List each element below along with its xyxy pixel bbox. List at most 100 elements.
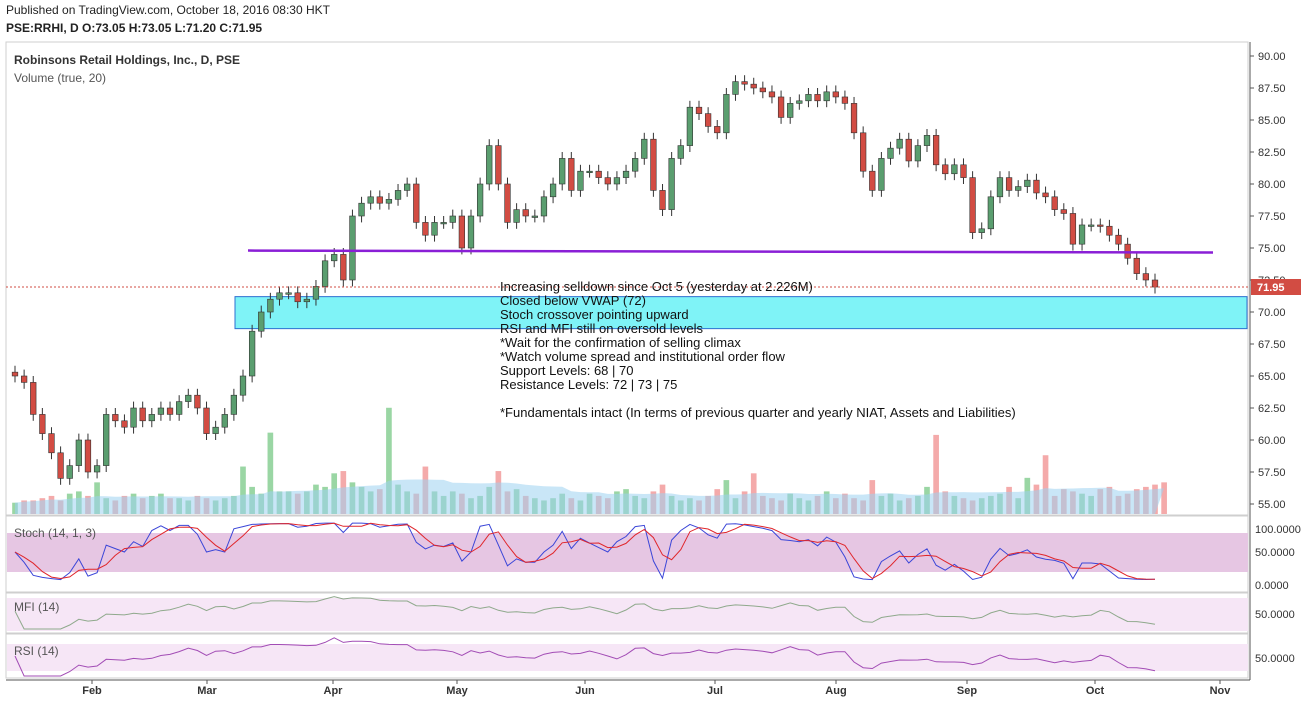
candle <box>385 192 393 210</box>
candle <box>294 286 301 309</box>
candle <box>258 305 265 338</box>
candle <box>139 401 146 428</box>
y-tick-label: 70.00 <box>1258 307 1286 319</box>
candle-body <box>1051 196 1058 210</box>
candle-body <box>741 81 748 85</box>
candle-body <box>11 371 19 377</box>
candle <box>732 75 739 101</box>
candle-body <box>1115 234 1122 245</box>
last-price-tag <box>1251 279 1301 295</box>
candle-body <box>103 414 110 466</box>
stoch-tick-0: 0.0000 <box>1255 580 1289 592</box>
candle-body <box>996 177 1004 198</box>
candle <box>221 408 228 434</box>
candle <box>996 171 1004 204</box>
candle-body <box>449 215 456 223</box>
y-tick-label: 90.00 <box>1258 51 1286 63</box>
volume-bar <box>1042 455 1049 514</box>
candle <box>1088 218 1095 232</box>
candle-body <box>376 196 383 204</box>
candle-body <box>549 183 557 198</box>
candle <box>787 96 794 124</box>
candle-body <box>869 170 876 191</box>
candle-body <box>650 138 657 191</box>
candle <box>823 85 830 108</box>
candle-body <box>367 196 374 204</box>
candle <box>832 85 839 104</box>
candle <box>1015 180 1022 197</box>
x-tick-label: Mar <box>197 685 217 697</box>
candle-body <box>513 209 520 223</box>
candle <box>1033 173 1040 200</box>
resistance-line <box>247 249 1214 254</box>
candle-body <box>230 394 238 415</box>
stoch-k-line <box>14 522 1156 581</box>
candle-body <box>1097 224 1104 227</box>
candle-body <box>221 414 228 428</box>
candle <box>695 100 703 120</box>
candle-body <box>1078 224 1086 245</box>
candle-body <box>568 158 575 191</box>
candle-body <box>850 103 858 134</box>
x-tick-label: Nov <box>1210 685 1232 697</box>
candle <box>248 324 256 383</box>
candle-body <box>349 215 356 281</box>
candle-body <box>695 106 703 114</box>
annotation-line: *Watch volume spread and institutional o… <box>500 349 786 364</box>
candle-body <box>203 407 210 434</box>
x-tick-label: Oct <box>1086 685 1105 697</box>
candle <box>951 158 958 181</box>
candle <box>57 446 64 485</box>
candle-body <box>422 222 429 236</box>
candle <box>723 88 730 140</box>
candle <box>796 94 803 110</box>
candle-body <box>321 260 329 287</box>
candle <box>850 96 858 140</box>
x-tick-label: Apr <box>324 685 344 697</box>
candle-body <box>130 407 137 428</box>
candle <box>1106 219 1113 242</box>
candle-body <box>787 103 794 118</box>
candle <box>39 408 46 440</box>
candle <box>312 280 320 306</box>
candle <box>777 90 785 124</box>
candle <box>741 75 748 91</box>
candle-body <box>768 91 776 98</box>
candle <box>394 184 402 206</box>
candle-body <box>559 158 566 185</box>
candle <box>659 184 666 216</box>
annotation-line: Increasing selldown since Oct 5 (yesterd… <box>500 279 813 294</box>
candle-body <box>1024 179 1031 187</box>
y-tick-label: 80.00 <box>1258 179 1286 191</box>
candle <box>48 427 55 460</box>
candle-body <box>504 183 511 223</box>
candle <box>960 158 967 184</box>
candle-body <box>166 407 174 415</box>
candle-body <box>723 94 730 134</box>
candle <box>495 139 502 191</box>
candle <box>376 190 383 210</box>
rsi-band <box>7 644 1248 671</box>
candle-body <box>714 126 721 134</box>
stoch-band <box>7 533 1248 572</box>
candle <box>75 433 82 472</box>
candle <box>969 171 976 240</box>
candle <box>66 459 73 485</box>
candle-body <box>632 158 639 172</box>
volume-bar <box>1161 482 1167 514</box>
candle <box>440 216 447 229</box>
candle <box>559 152 566 191</box>
candle <box>130 401 137 434</box>
x-tick-label: Jul <box>707 685 723 697</box>
candle-body <box>704 113 712 127</box>
candle <box>595 164 602 184</box>
candle-body <box>48 433 55 454</box>
candle <box>887 141 894 165</box>
candle <box>1042 186 1049 204</box>
candle-body <box>905 138 912 162</box>
candle-body <box>522 209 529 217</box>
candle <box>577 164 584 197</box>
candle <box>686 100 694 152</box>
candle <box>367 190 374 210</box>
